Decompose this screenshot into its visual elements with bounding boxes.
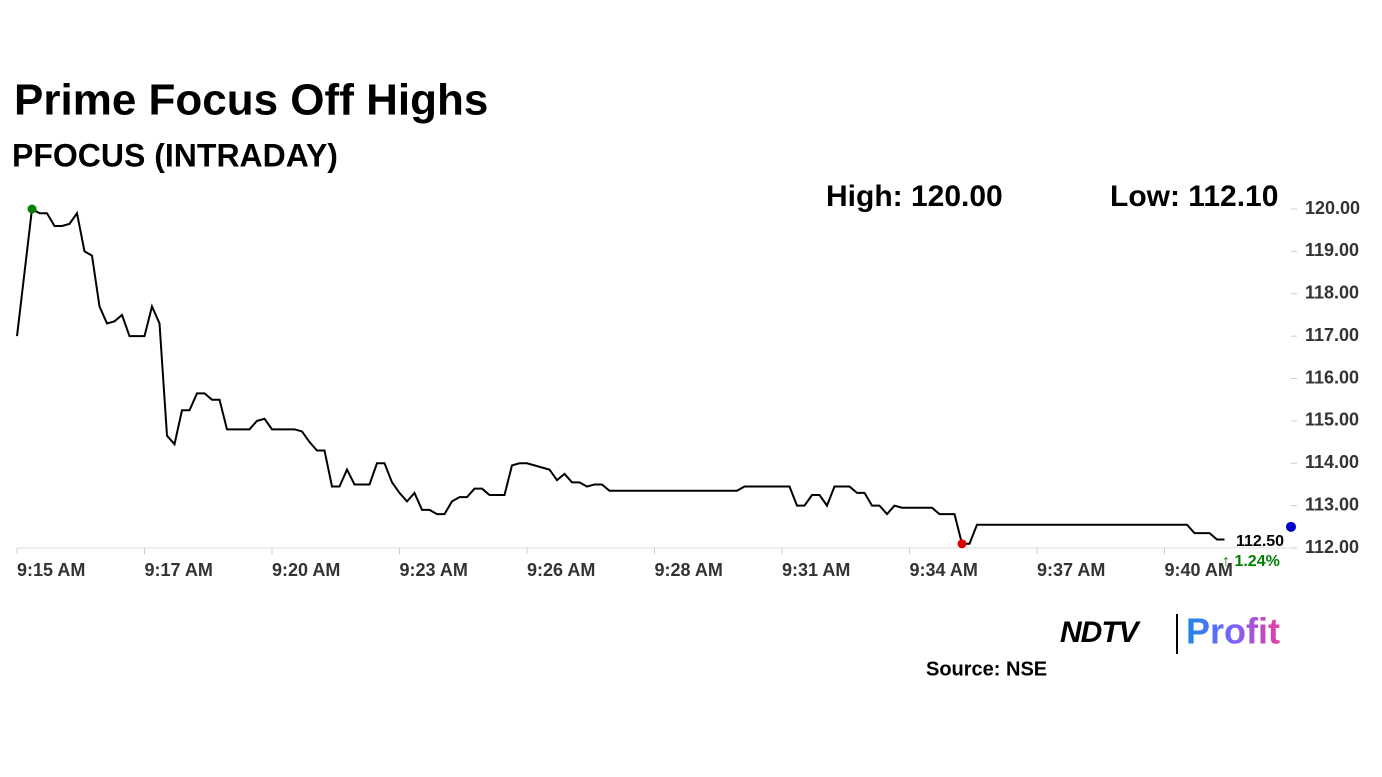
x-tick-label: 9:15 AM [17, 560, 85, 580]
price-line [16, 207, 1225, 545]
y-tick-label: 117.00 [1305, 325, 1359, 345]
last-label: 112.50 [1236, 533, 1284, 550]
x-tick-label: 9:17 AM [145, 560, 213, 580]
x-tick-label: 9:31 AM [782, 560, 850, 580]
x-tick-label: 9:28 AM [655, 560, 723, 580]
change-label: ↑ 1.24% [1222, 553, 1280, 570]
y-tick-label: 113.00 [1305, 494, 1359, 514]
source: Source: NSE [926, 658, 1047, 680]
low-label: Low: 112.10 [1110, 180, 1278, 213]
low-marker [957, 539, 967, 549]
logo-text: NDTV [1060, 616, 1142, 649]
high-label: High: 120.00 [826, 180, 1003, 213]
y-tick-label: 115.00 [1305, 410, 1359, 430]
high-marker [27, 204, 37, 214]
x-tick-label: 9:37 AM [1037, 560, 1105, 580]
x-tick-label: 9:23 AM [400, 560, 468, 580]
y-tick-label: 119.00 [1305, 240, 1359, 260]
x-tick-label: 9:20 AM [272, 560, 340, 580]
chart-subtitle: PFOCUS (INTRADAY) [12, 137, 338, 173]
last-marker [1286, 521, 1296, 532]
x-tick-label: 9:40 AM [1165, 560, 1233, 580]
y-tick-label: 112.00 [1305, 537, 1359, 557]
chart-title: Prime Focus Off Highs [14, 76, 488, 125]
y-tick-label: 114.00 [1305, 452, 1359, 472]
y-tick-label: 118.00 [1305, 283, 1359, 303]
y-tick-label: 116.00 [1305, 367, 1359, 387]
x-tick-label: 9:34 AM [910, 560, 978, 580]
logo-brand: Profit [1186, 611, 1280, 652]
y-tick-label: 120.00 [1305, 198, 1360, 218]
x-tick-label: 9:26 AM [527, 560, 595, 580]
